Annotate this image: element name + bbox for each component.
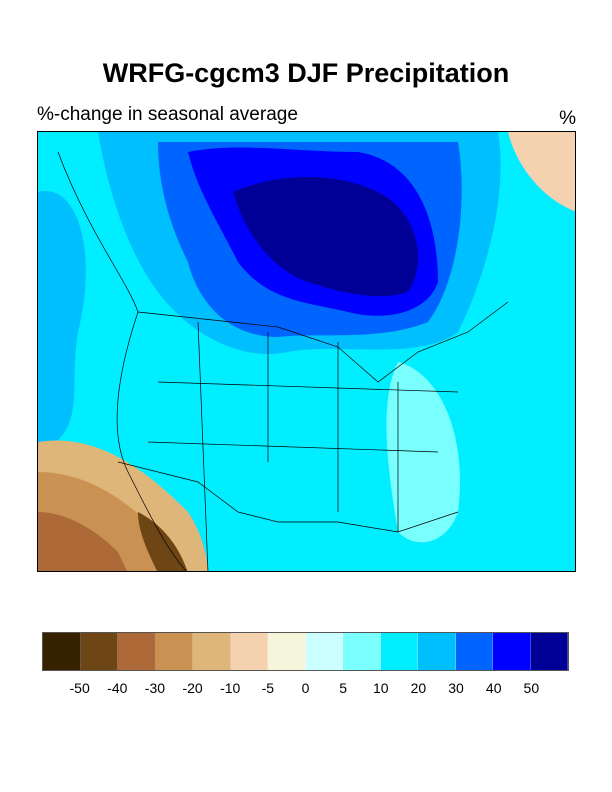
colorbar-label: 40 <box>485 680 502 696</box>
colorbar-label: -40 <box>107 680 128 696</box>
colorbar-label: 0 <box>301 680 310 696</box>
region-east-mild <box>386 362 460 543</box>
colorbar-box <box>80 633 118 670</box>
region-greenland-dry <box>508 132 575 212</box>
colorbar-box <box>118 633 156 670</box>
colorbar-label: 20 <box>410 680 427 696</box>
colorbar-box <box>305 633 343 670</box>
colorbar-box <box>418 633 456 670</box>
colorbar-label: 50 <box>523 680 540 696</box>
colorbar-label: -5 <box>261 680 275 696</box>
colorbar-label: 30 <box>448 680 464 696</box>
colorbar-box <box>343 633 381 670</box>
colorbar-label: -20 <box>182 680 203 696</box>
region-west-coast <box>38 191 86 452</box>
colorbar-labels: -50 -40 -30 -20 -10 -5 0 5 10 20 30 40 50 <box>42 680 569 700</box>
left-subtitle: %-change in seasonal average <box>37 104 298 125</box>
colorbar-box <box>530 633 568 670</box>
colorbar-label: 10 <box>372 680 389 696</box>
map-field <box>38 132 575 571</box>
colorbar-label: -10 <box>220 680 241 696</box>
units-label: % <box>559 108 576 129</box>
colorbar-box <box>43 633 81 670</box>
colorbar-box <box>455 633 493 670</box>
plot-title: WRFG-cgcm3 DJF Precipitation <box>102 58 510 88</box>
colorbar-box <box>193 633 231 670</box>
colorbar-box <box>155 633 193 670</box>
colorbar <box>42 632 569 671</box>
colorbar-box <box>230 633 268 670</box>
colorbar-box <box>268 633 306 670</box>
colorbar-label: -50 <box>69 680 90 696</box>
colorbar-box <box>380 633 418 670</box>
political-boundaries <box>57 151 509 571</box>
colorbar-label: -30 <box>144 680 166 696</box>
colorbar-label: 5 <box>339 680 348 696</box>
region-mexico-dry <box>38 512 128 571</box>
colorbar-box <box>493 633 531 670</box>
precipitation-map <box>37 131 576 572</box>
region-hudson-strong <box>233 177 418 297</box>
